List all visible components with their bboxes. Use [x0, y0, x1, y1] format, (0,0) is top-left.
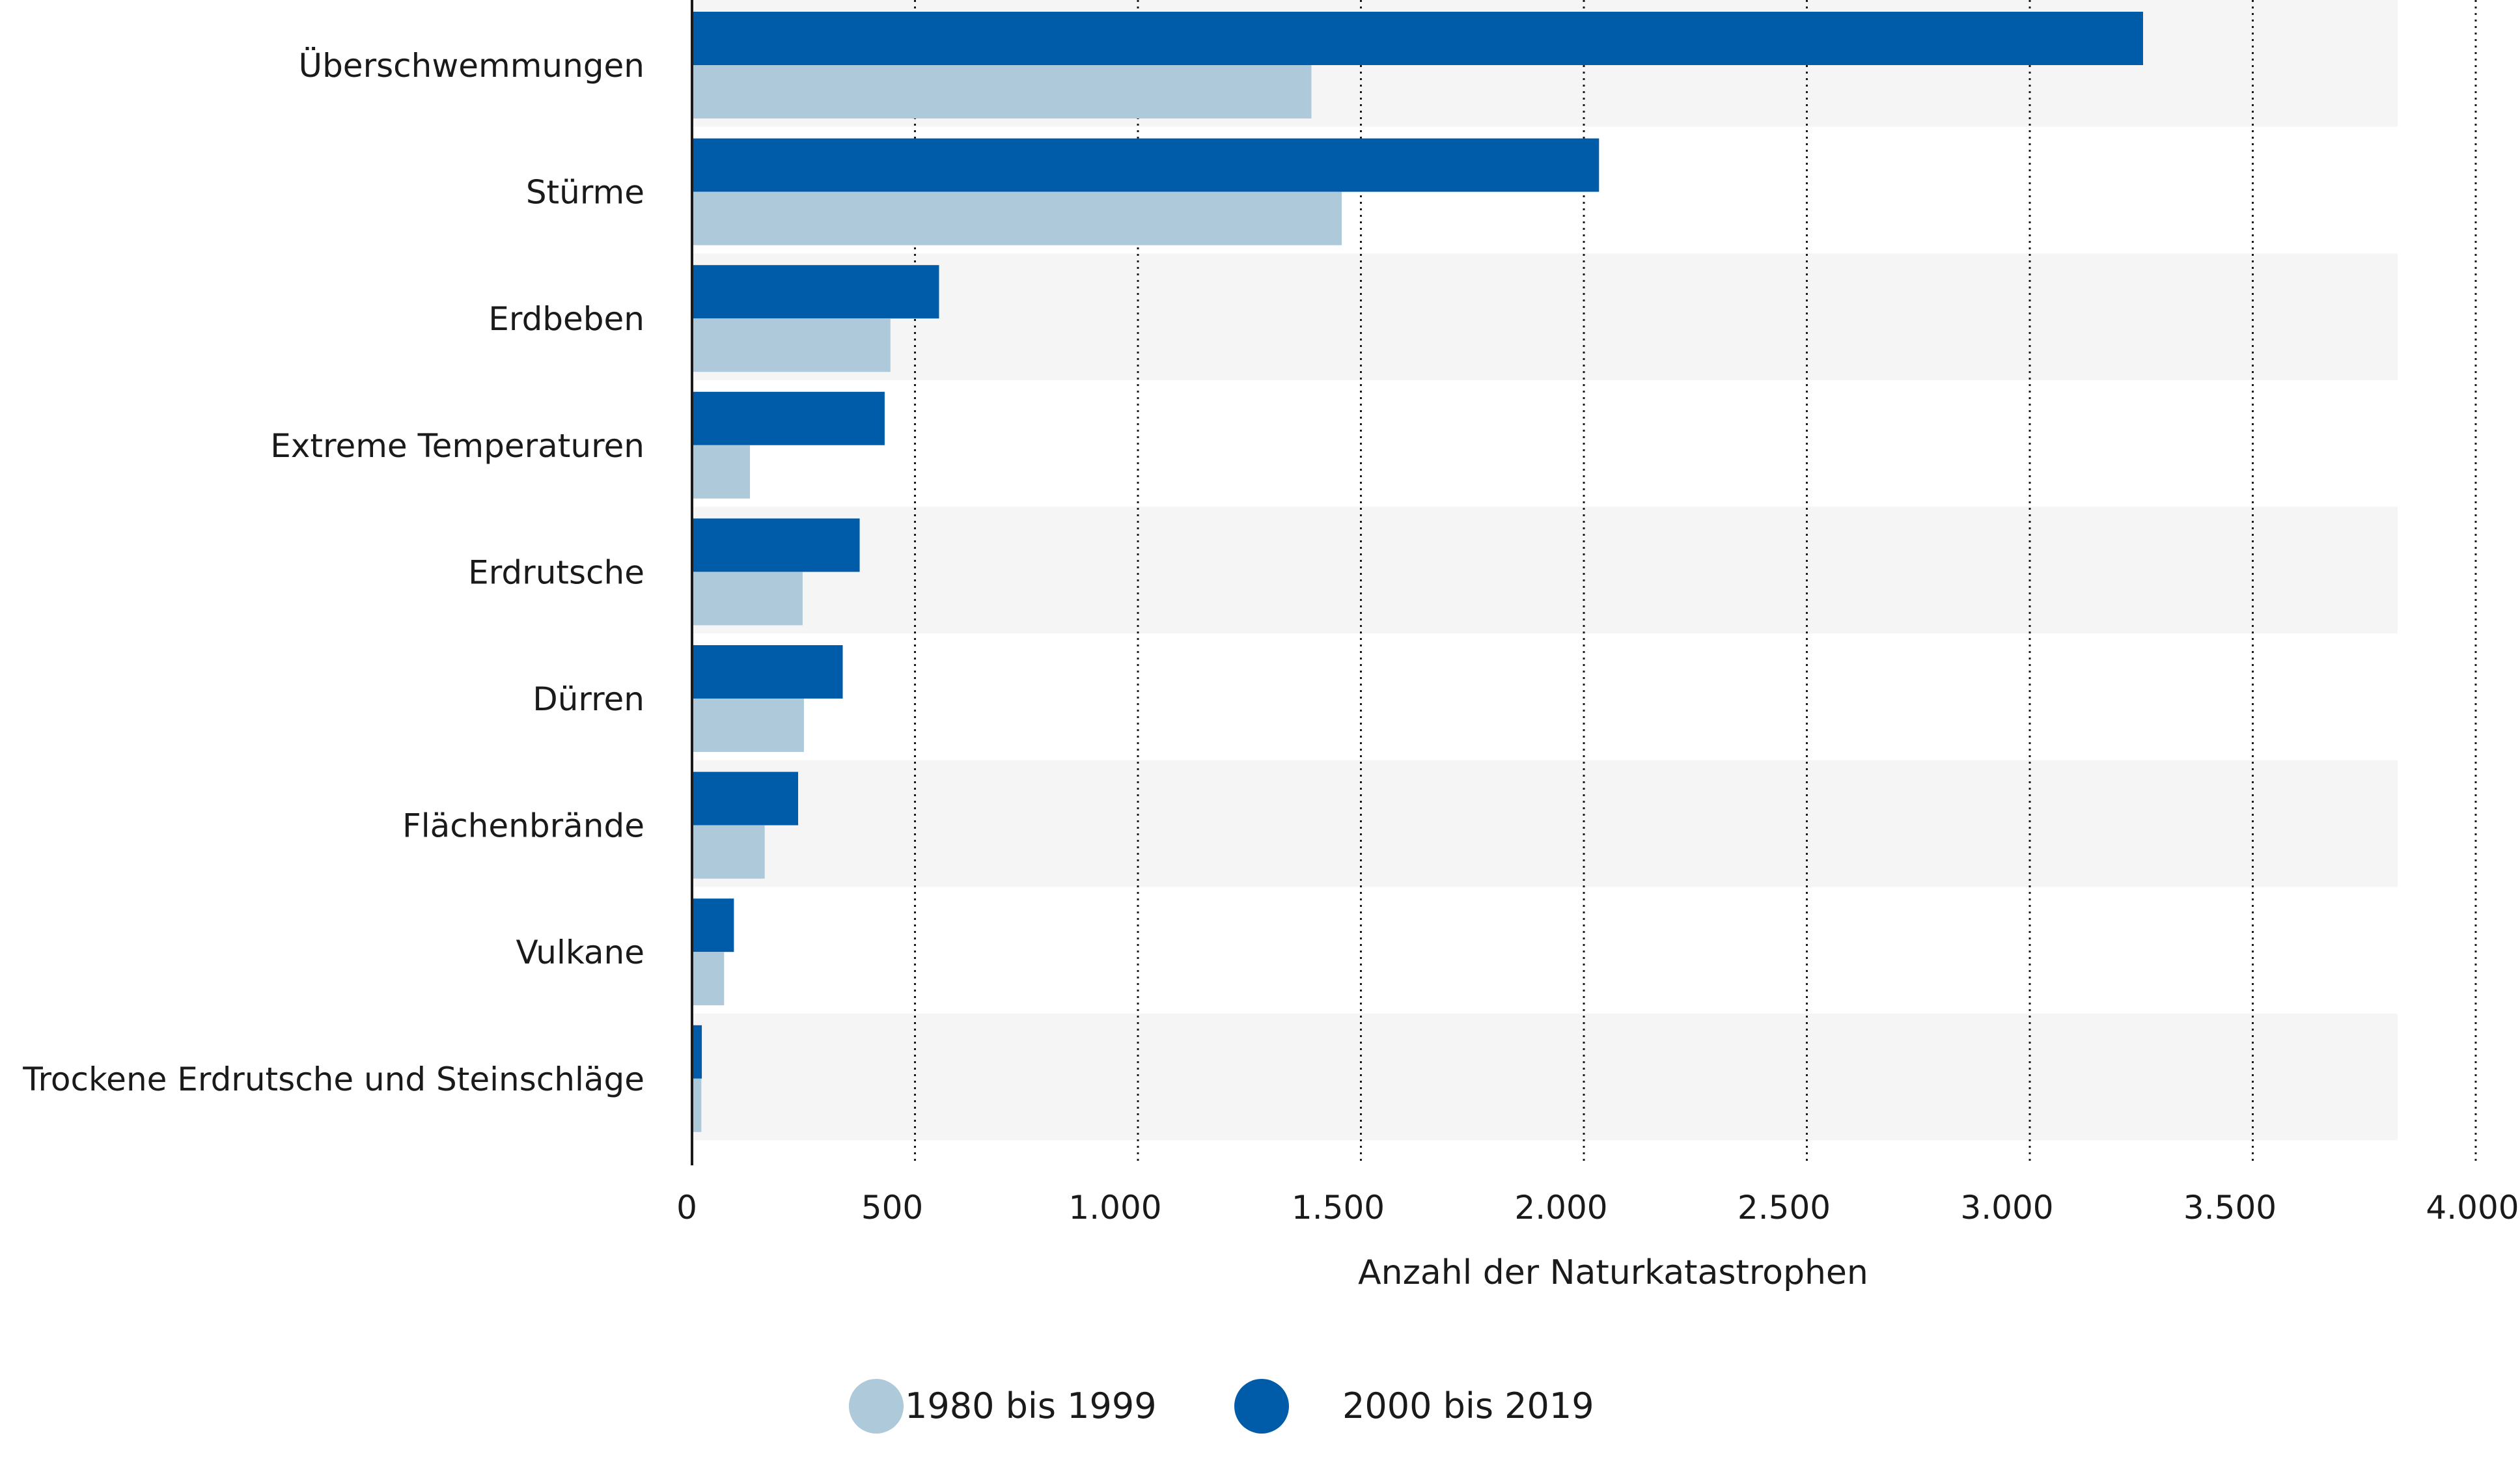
- row-band: [692, 1013, 2398, 1141]
- bar-1980-1999: [692, 825, 765, 879]
- legend-label: 2000 bis 2019: [1342, 1385, 1594, 1426]
- x-tick-label: 1.000: [1068, 1189, 1161, 1227]
- bar-2000-2019: [692, 1025, 702, 1079]
- x-tick-label: 500: [861, 1189, 923, 1227]
- bar-1980-1999: [692, 952, 725, 1006]
- legend-label: 1980 bis 1999: [905, 1385, 1157, 1426]
- x-tick-label: 0: [676, 1189, 697, 1227]
- legend: 1980 bis 1999 2000 bis 2019: [849, 1379, 1594, 1434]
- x-tick-label: 4.000: [2426, 1189, 2519, 1227]
- legend-swatch: [1234, 1379, 1289, 1434]
- bar-1980-1999: [692, 318, 891, 372]
- category-label: Extreme Temperaturen: [270, 427, 644, 465]
- x-axis-title: Anzahl der Naturkatastrophen: [1358, 1253, 1868, 1292]
- bar-1980-1999: [692, 65, 1312, 118]
- bar-2000-2019: [692, 645, 843, 699]
- row-bands: [692, 0, 2398, 1141]
- category-label: Erdbeben: [488, 300, 644, 338]
- bar-1980-1999: [692, 445, 751, 499]
- x-tick-label: 3.500: [2183, 1189, 2277, 1227]
- category-label: Stürme: [526, 174, 644, 212]
- x-tick-label: 3.000: [1960, 1189, 2053, 1227]
- bar-2000-2019: [692, 898, 734, 952]
- category-label: Vulkane: [516, 934, 644, 971]
- bar-1980-1999: [692, 1078, 702, 1132]
- bar-2000-2019: [692, 518, 860, 572]
- row-band: [692, 760, 2398, 887]
- category-label: Flächenbrände: [402, 807, 644, 845]
- category-label: Erdrutsche: [468, 553, 644, 591]
- bar-2000-2019: [692, 12, 2143, 65]
- row-band: [692, 506, 2398, 633]
- bar-1980-1999: [692, 572, 803, 626]
- x-tick-label: 2.000: [1514, 1189, 1607, 1227]
- gridlines: [914, 0, 2477, 1165]
- x-tick-label: 2.500: [1738, 1189, 1831, 1227]
- legend-swatch: [849, 1379, 904, 1434]
- bar-2000-2019: [692, 265, 939, 319]
- bar-1980-1999: [692, 699, 804, 752]
- category-labels: Überschwemmungen Stürme Erdbeben Extreme Te…: [22, 47, 644, 1098]
- row-band: [692, 253, 2398, 380]
- bar-1980-1999: [692, 191, 1342, 245]
- category-label: Dürren: [533, 680, 644, 718]
- category-label: Überschwemmungen: [298, 47, 644, 85]
- bars: [692, 12, 2143, 1132]
- bar-2000-2019: [692, 138, 1599, 192]
- bar-2000-2019: [692, 771, 799, 826]
- bar-2000-2019: [692, 391, 885, 445]
- x-tick-label: 1.500: [1292, 1189, 1385, 1227]
- x-tick-labels: 0 500 1.000 1.500 2.000 2.500 3.000 3.500 4.000: [676, 1189, 2519, 1227]
- category-label: Trockene Erdrutsche und Steinschläge: [22, 1061, 644, 1098]
